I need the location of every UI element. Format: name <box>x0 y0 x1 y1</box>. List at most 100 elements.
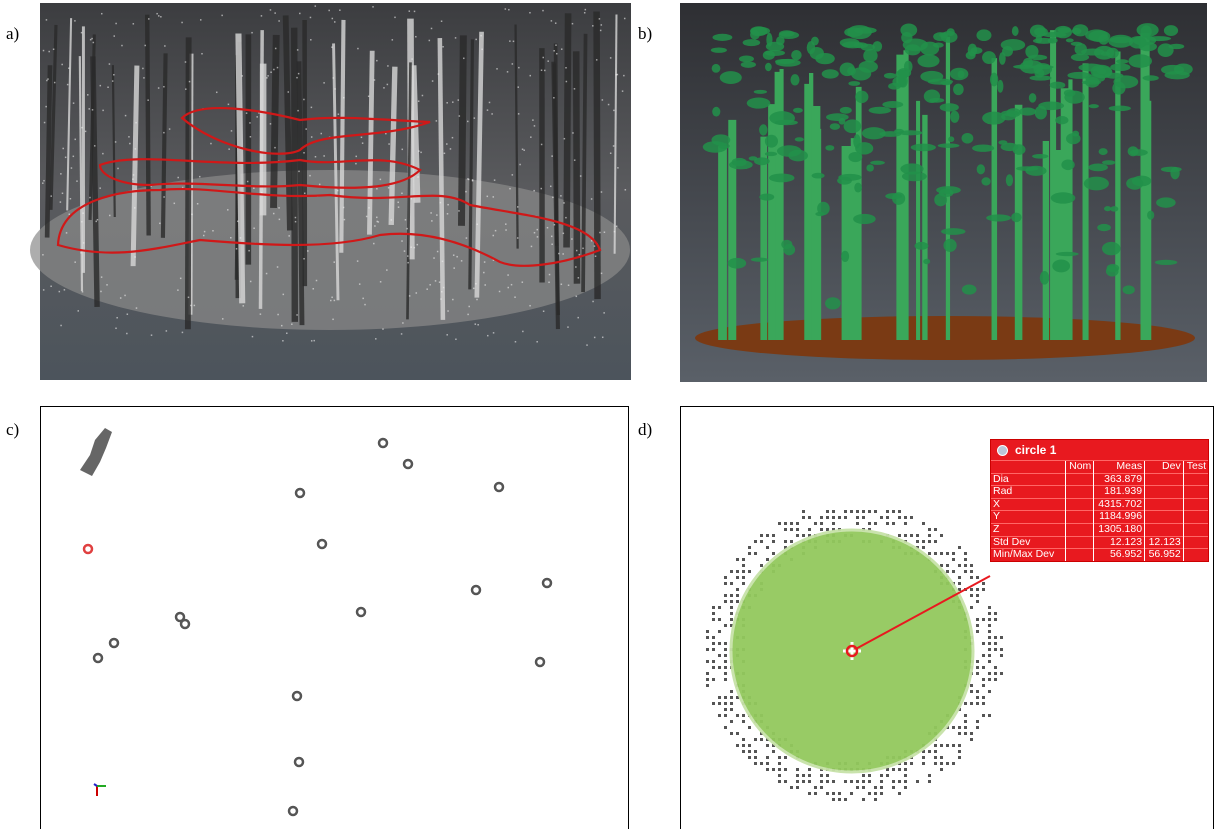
foliage <box>1029 75 1052 81</box>
foliage <box>825 297 841 310</box>
foliage <box>781 239 793 250</box>
point <box>874 510 877 513</box>
point <box>542 9 544 12</box>
point <box>129 142 131 145</box>
point <box>748 756 751 759</box>
point <box>483 271 485 274</box>
point <box>191 213 193 216</box>
foliage <box>719 71 742 85</box>
point <box>862 780 865 783</box>
point <box>922 762 925 765</box>
point <box>377 221 380 223</box>
point <box>607 103 610 106</box>
point <box>309 16 312 19</box>
point <box>796 528 799 531</box>
foliage <box>1100 51 1111 56</box>
point <box>397 206 400 208</box>
point <box>42 254 44 256</box>
point <box>754 762 757 765</box>
point <box>522 330 524 333</box>
point <box>278 207 280 209</box>
point <box>333 21 336 23</box>
point <box>886 522 889 525</box>
point <box>880 786 883 789</box>
point <box>615 225 618 228</box>
point <box>447 310 449 312</box>
foliage <box>1170 166 1180 180</box>
foliage <box>967 43 978 57</box>
point <box>730 582 733 585</box>
point <box>494 229 497 232</box>
point <box>486 109 489 111</box>
point <box>892 522 895 525</box>
point <box>814 786 817 789</box>
foliage <box>982 111 1006 125</box>
cell <box>1064 510 1094 524</box>
point <box>323 82 325 84</box>
trunk <box>296 61 305 326</box>
cell <box>1064 497 1094 511</box>
trunk <box>457 35 467 226</box>
point <box>563 202 565 204</box>
point <box>276 266 279 268</box>
point <box>157 87 160 89</box>
trunk <box>409 65 421 203</box>
point <box>386 269 388 271</box>
point <box>530 245 533 248</box>
point <box>413 10 416 13</box>
point <box>742 558 745 561</box>
point <box>718 618 721 621</box>
point <box>934 762 937 765</box>
point <box>958 588 961 591</box>
point <box>339 9 341 11</box>
point <box>99 84 102 87</box>
point <box>150 334 153 336</box>
point <box>278 20 280 22</box>
point <box>742 738 745 741</box>
cell-meas: 56.952 <box>1093 548 1145 561</box>
point <box>239 237 242 239</box>
foliage <box>1070 53 1090 62</box>
point <box>160 16 162 18</box>
point <box>449 148 452 150</box>
point <box>964 720 967 723</box>
point <box>784 528 787 531</box>
point <box>133 207 136 209</box>
foliage <box>1047 37 1058 44</box>
point <box>227 103 230 106</box>
point <box>562 232 565 235</box>
point <box>142 67 144 70</box>
foliage <box>903 60 913 73</box>
point <box>856 522 859 525</box>
foliage <box>870 160 885 165</box>
point <box>868 522 871 525</box>
stem-ring <box>291 690 303 702</box>
foliage <box>998 52 1006 65</box>
point <box>331 46 333 48</box>
point <box>790 528 793 531</box>
point <box>124 114 127 117</box>
point <box>814 522 817 525</box>
point <box>886 516 889 519</box>
point <box>50 285 52 288</box>
point <box>426 288 428 290</box>
point <box>706 660 709 663</box>
foliage <box>1116 59 1129 64</box>
point <box>439 201 442 204</box>
foliage <box>764 134 779 148</box>
point <box>355 162 357 165</box>
stem-ring <box>108 637 120 649</box>
point <box>952 762 955 765</box>
point <box>267 75 269 77</box>
point <box>376 220 378 223</box>
point <box>736 600 739 603</box>
panel-a <box>30 3 631 380</box>
point <box>898 534 901 537</box>
point <box>796 774 799 777</box>
point <box>260 191 263 194</box>
point <box>880 780 883 783</box>
point <box>772 552 775 555</box>
point <box>730 600 733 603</box>
point <box>407 255 409 257</box>
point <box>337 113 340 115</box>
